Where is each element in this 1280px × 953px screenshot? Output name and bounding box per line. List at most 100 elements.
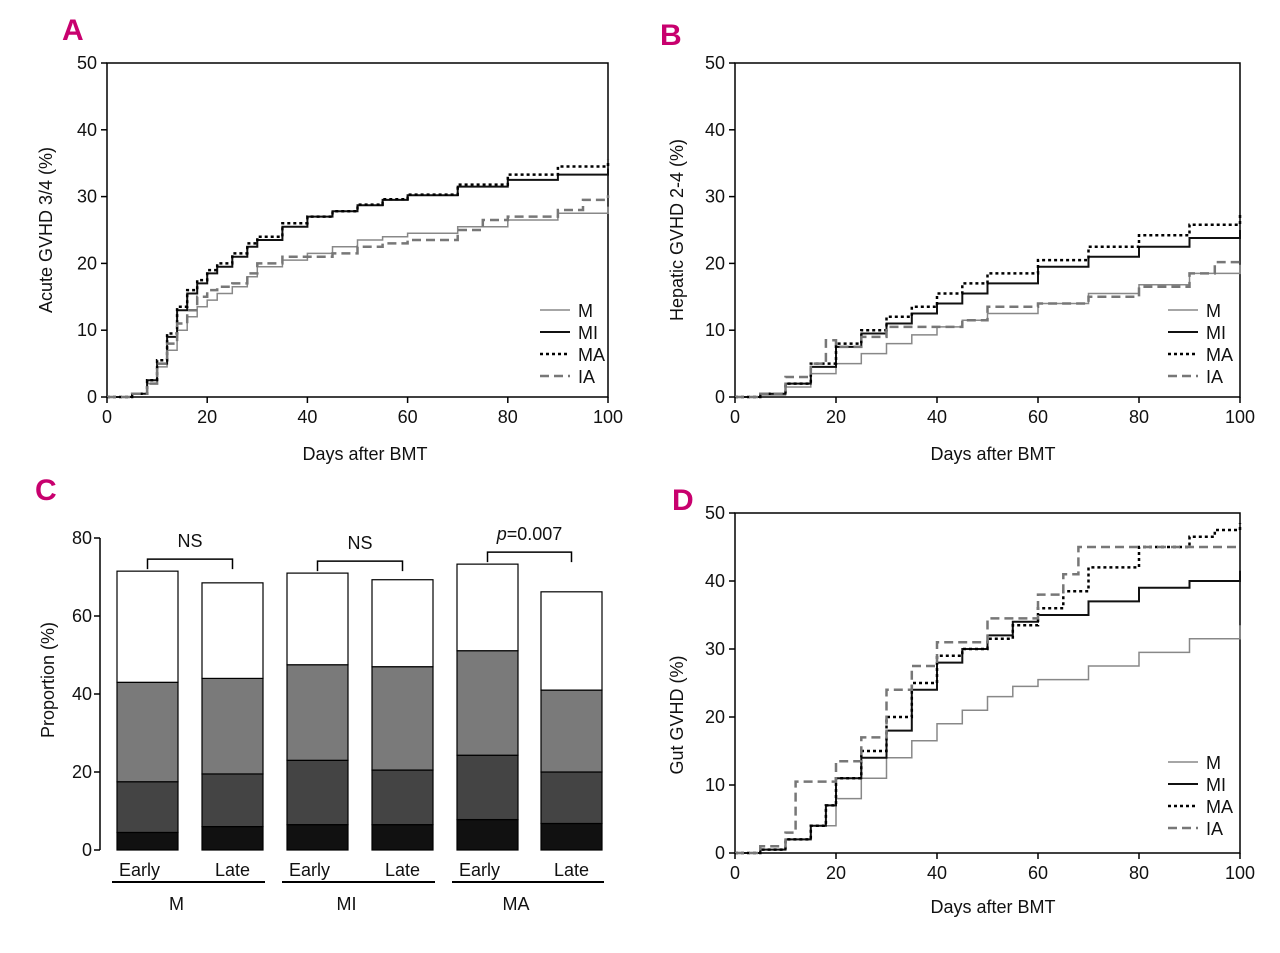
bar-segment [116,831,179,851]
panel-c-bar-layer [116,563,603,851]
y-tick-label: 10 [705,775,725,795]
bar-segment [456,650,519,756]
y-tick-label: 40 [705,120,725,140]
panel-a-x-axis-label: Days after BMT [302,444,427,464]
bar-segment [456,818,519,851]
x-tick-label: 100 [593,407,623,427]
panel-c-y-axis-label: Proportion (%) [38,622,58,738]
x-tick-label: 40 [297,407,317,427]
y-tick-label: 60 [72,606,92,626]
bar-segment [540,689,603,773]
panel-b-y-axis-label: Hepatic GVHD 2-4 (%) [667,139,687,321]
legend-label-ma: MA [1206,345,1233,365]
series-line-m [107,206,609,398]
legend-label-m: M [578,301,593,321]
bar-segment [116,570,179,683]
y-tick-label: 50 [705,503,725,523]
panel-b-x-axis-label: Days after BMT [930,444,1055,464]
panel-c-group-layer: M MI MA [112,881,604,914]
bar-segment [201,677,264,775]
panel-c-significance-layer: NS NS p=0.007 [146,524,573,572]
x-tick-label: 100 [1225,863,1255,883]
y-tick-label: 30 [77,187,97,207]
y-tick-label: 40 [72,684,92,704]
panel-c: C 0 20 40 60 80 Early Late Early Late Early Late N… [35,474,604,914]
bar-segment [456,563,519,652]
significance-label: NS [177,531,202,551]
bar-segment [456,754,519,821]
panel-a-label: A [62,14,84,47]
panel-d-x-axis-label: Days after BMT [930,897,1055,917]
series-line-ma [735,214,1242,399]
y-tick-label: 40 [77,120,97,140]
significance-bracket [486,551,573,563]
panel-a-y-axis-label: Acute GVHD 3/4 (%) [36,147,56,313]
legend-label-m: M [1206,301,1221,321]
significance-bracket [146,558,234,570]
panel-d-tick-layer: 0 20 40 60 80 100 0 10 20 30 40 50 [705,503,1255,883]
legend-label-ia: IA [578,367,595,387]
panel-c-label: C [35,474,57,507]
bar-segment [201,773,264,828]
y-tick-label: 0 [87,387,97,407]
y-tick-label: 30 [705,639,725,659]
legend-label-ia: IA [1206,819,1223,839]
bar-segment [371,579,434,668]
x-tick-label: 40 [927,407,947,427]
group-label: MA [503,894,530,914]
bar-segment [540,771,603,825]
y-tick-label: 10 [705,320,725,340]
panel-d-label: D [672,484,694,517]
significance-label: NS [347,533,372,553]
panel-d: D 0 20 40 60 80 100 0 10 20 30 40 50 Days after BMT… [667,484,1255,917]
x-tick-label: 60 [1028,863,1048,883]
bar-segment [286,664,349,761]
series-line-m [735,625,1241,854]
bar-segment [116,681,179,783]
y-tick-label: 50 [77,53,97,73]
bar-segment [201,582,264,679]
panel-d-plot-frame [734,512,1241,854]
x-tick-label: 80 [1129,407,1149,427]
y-tick-label: 0 [715,387,725,407]
y-tick-label: 50 [705,53,725,73]
y-tick-label: 0 [82,840,92,860]
legend-label-ma: MA [578,345,605,365]
legend-label-ia: IA [1206,367,1223,387]
legend-label-ma: MA [1206,797,1233,817]
y-tick-label: 10 [77,320,97,340]
y-tick-label: 0 [715,843,725,863]
bar-segment [116,781,179,834]
bar-segment [540,591,603,691]
x-tick-label: 0 [730,863,740,883]
series-line-mi [735,570,1241,854]
bar-segment [201,825,264,851]
panel-b-tick-layer: 0 20 40 60 80 100 0 10 20 30 40 50 [705,53,1255,427]
series-line-ma [735,523,1242,855]
panel-a: A 0 20 40 60 80 100 0 10 20 30 40 50 Days after BMT… [36,14,623,464]
x-tick-label: 0 [102,407,112,427]
panel-b-series-layer [735,214,1242,399]
y-tick-label: 20 [77,253,97,273]
panel-b-plot-frame [734,62,1241,398]
x-tick-label: 60 [398,407,418,427]
legend-label-mi: MI [1206,775,1226,795]
x-tick-label: 20 [826,407,846,427]
legend-label-m: M [1206,753,1221,773]
legend-label-mi: MI [1206,323,1226,343]
y-tick-label: 30 [705,187,725,207]
x-tick-label: 20 [826,863,846,883]
bar-segment [371,824,434,851]
x-tick-label: 80 [1129,863,1149,883]
group-label: M [169,894,184,914]
series-line-ma [107,159,610,399]
category-label: Late [554,860,589,880]
category-label: Late [215,860,250,880]
bar-segment [286,759,349,826]
panel-a-series-layer [107,159,610,399]
y-tick-label: 20 [705,707,725,727]
x-tick-label: 100 [1225,407,1255,427]
category-label: Late [385,860,420,880]
